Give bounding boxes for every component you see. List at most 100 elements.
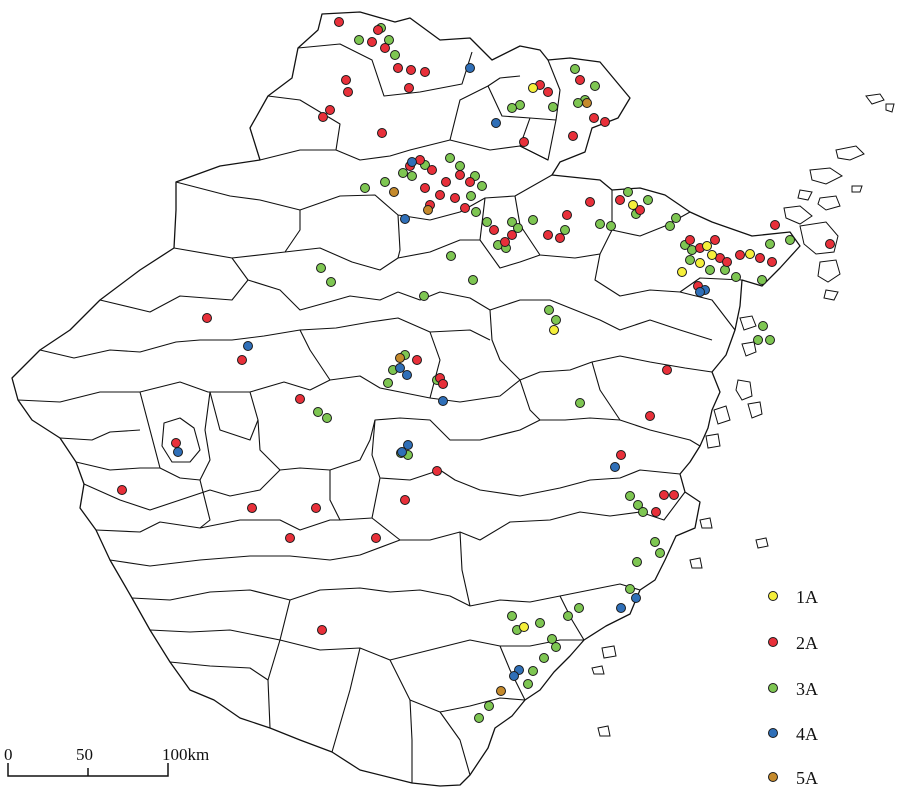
scenic-spot-3a bbox=[322, 413, 332, 423]
scenic-spot-2a bbox=[460, 203, 470, 213]
scenic-spot-3a bbox=[758, 321, 768, 331]
scenic-spot-1a bbox=[677, 267, 687, 277]
scenic-spot-3a bbox=[482, 217, 492, 227]
scenic-spot-3a bbox=[466, 191, 476, 201]
scenic-spot-2a bbox=[500, 237, 510, 247]
scenic-spot-2a bbox=[635, 205, 645, 215]
scenic-spot-3a bbox=[632, 557, 642, 567]
scenic-spot-4a bbox=[403, 440, 413, 450]
scenic-spot-2a bbox=[318, 112, 328, 122]
scenic-spot-4a bbox=[631, 593, 641, 603]
scenic-spot-3a bbox=[655, 548, 665, 558]
scenic-spot-2a bbox=[616, 450, 626, 460]
scenic-spot-3a bbox=[625, 491, 635, 501]
scenic-spot-3a bbox=[574, 603, 584, 613]
scale-tick-100km: 100km bbox=[162, 745, 209, 764]
legend-label-3a: 3A bbox=[796, 679, 818, 699]
scenic-spot-3a bbox=[650, 537, 660, 547]
scenic-spot-4a bbox=[438, 396, 448, 406]
scenic-spot-3a bbox=[513, 223, 523, 233]
scenic-spot-2a bbox=[600, 117, 610, 127]
scenic-spot-4a bbox=[465, 63, 475, 73]
scenic-spot-1a bbox=[519, 622, 529, 632]
scenic-spot-3a bbox=[390, 50, 400, 60]
scenic-spot-3a bbox=[590, 81, 600, 91]
scenic-spot-3a bbox=[455, 161, 465, 171]
scenic-spot-3a bbox=[671, 213, 681, 223]
province-outline bbox=[11, 11, 801, 787]
scenic-spot-4a bbox=[395, 363, 405, 373]
scenic-spot-2a bbox=[825, 239, 835, 249]
scenic-spot-3a bbox=[560, 225, 570, 235]
scenic-spot-3a bbox=[326, 277, 336, 287]
scenic-spot-2a bbox=[645, 411, 655, 421]
legend-swatch-2a bbox=[768, 637, 778, 647]
scenic-spot-2a bbox=[685, 235, 695, 245]
scenic-spot-2a bbox=[465, 177, 475, 187]
scenic-spot-4a bbox=[491, 118, 501, 128]
scenic-spot-3a bbox=[383, 378, 393, 388]
scenic-spot-3a bbox=[643, 195, 653, 205]
scenic-spot-4a bbox=[402, 370, 412, 380]
scenic-spot-3a bbox=[765, 239, 775, 249]
scenic-spot-2a bbox=[507, 230, 517, 240]
scenic-spot-3a bbox=[539, 653, 549, 663]
scenic-spot-2a bbox=[117, 485, 127, 495]
scenic-spot-3a bbox=[551, 642, 561, 652]
scenic-spot-1a bbox=[528, 83, 538, 93]
scenic-spot-2a bbox=[400, 495, 410, 505]
scenic-spot-2a bbox=[519, 137, 529, 147]
scenic-spot-3a bbox=[507, 103, 517, 113]
scenic-spot-2a bbox=[555, 233, 565, 243]
legend-label-4a: 4A bbox=[796, 724, 818, 744]
scenic-spot-2a bbox=[438, 379, 448, 389]
scenic-spot-2a bbox=[568, 131, 578, 141]
scenic-spots bbox=[117, 17, 835, 723]
scenic-spot-1a bbox=[628, 200, 638, 210]
scenic-spot-3a bbox=[507, 217, 517, 227]
scenic-spot-3a bbox=[544, 305, 554, 315]
legend-label-5a: 5A bbox=[796, 768, 818, 788]
islands bbox=[591, 93, 895, 737]
scenic-spot-4a bbox=[173, 447, 183, 457]
scenic-spot-5a bbox=[496, 686, 506, 696]
scenic-spot-2a bbox=[770, 220, 780, 230]
scenic-spot-2a bbox=[341, 75, 351, 85]
scenic-spot-2a bbox=[420, 67, 430, 77]
scenic-spot-2a bbox=[651, 507, 661, 517]
scenic-spot-3a bbox=[595, 219, 605, 229]
scenic-spot-2a bbox=[343, 87, 353, 97]
scenic-spot-3a bbox=[570, 64, 580, 74]
scenic-spot-3a bbox=[685, 255, 695, 265]
legend-label-2a: 2A bbox=[796, 633, 818, 653]
scenic-spot-3a bbox=[384, 35, 394, 45]
scenic-spot-2a bbox=[489, 225, 499, 235]
scenic-spot-3a bbox=[380, 177, 390, 187]
scenic-spot-2a bbox=[247, 503, 257, 513]
scenic-spot-3a bbox=[573, 98, 583, 108]
scenic-spot-2a bbox=[543, 87, 553, 97]
scenic-spot-1a bbox=[695, 258, 705, 268]
scenic-spot-2a bbox=[659, 490, 669, 500]
scenic-spot-3a bbox=[785, 235, 795, 245]
scenic-spot-2a bbox=[295, 394, 305, 404]
scenic-spot-2a bbox=[285, 533, 295, 543]
scenic-spot-2a bbox=[735, 250, 745, 260]
scenic-spot-3a bbox=[468, 275, 478, 285]
scenic-spot-3a bbox=[407, 171, 417, 181]
scenic-spot-3a bbox=[535, 618, 545, 628]
scenic-spot-2a bbox=[325, 105, 335, 115]
scenic-spot-3a bbox=[665, 221, 675, 231]
scenic-spot-4a bbox=[397, 447, 407, 457]
scenic-spot-2a bbox=[767, 257, 777, 267]
scenic-spot-3a bbox=[563, 611, 573, 621]
scenic-spot-2a bbox=[202, 313, 212, 323]
scenic-spot-4a bbox=[610, 462, 620, 472]
scenic-spot-2a bbox=[171, 438, 181, 448]
scenic-spot-2a bbox=[669, 490, 679, 500]
scenic-spot-3a bbox=[765, 335, 775, 345]
scenic-spot-3a bbox=[548, 102, 558, 112]
scenic-spot-2a bbox=[406, 65, 416, 75]
scenic-spot-3a bbox=[507, 611, 517, 621]
